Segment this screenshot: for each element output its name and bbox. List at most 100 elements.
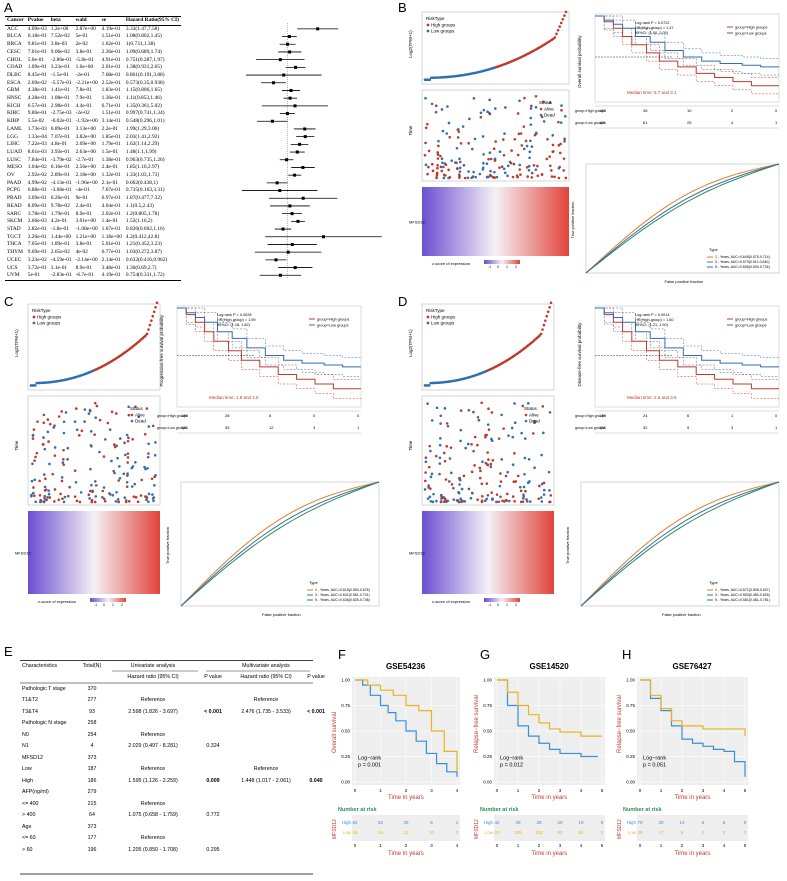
table-cell: 7.07e-01 <box>50 133 70 140</box>
table-cell: 177 <box>87 835 97 842</box>
time-point <box>553 175 556 179</box>
time-point <box>123 441 126 445</box>
table-cell: 2.03(1.41,2.92) <box>125 133 160 140</box>
time-point <box>34 455 37 459</box>
legend-title: Type <box>309 580 318 585</box>
table-row: Characteristics Total(N) Univariate analys… <box>20 660 328 672</box>
table-row: KIRP 5.5e-02 -6.02e-01 -1.92e+00 3.14e-01 0.5… <box>5 118 181 126</box>
time-point <box>466 176 470 180</box>
time-point <box>482 108 486 112</box>
time-point <box>511 463 515 466</box>
hr-point-THCA <box>290 242 294 246</box>
legend-low-marker <box>426 321 430 325</box>
table-cell: 1.99(1.29,3.06) <box>125 125 160 132</box>
time-point <box>459 160 462 164</box>
x-tick-label: 4 <box>456 843 459 848</box>
hr-point-PCPG <box>278 189 282 193</box>
time-point <box>479 115 483 119</box>
time-point <box>68 485 71 489</box>
time-point <box>74 480 78 484</box>
table-row: LGG 1.33e-04 7.07e-01 3.82e+00 1.85e-01 2.03(… <box>5 134 181 142</box>
time-point <box>478 476 482 480</box>
table-cell: 258 <box>87 720 97 727</box>
risk-count: 185 <box>599 120 606 125</box>
chart-title: GSE54236 <box>386 662 426 671</box>
time-point <box>517 132 521 136</box>
time-point <box>490 411 494 414</box>
legend-label: 1 - Years, AUC=0.645(0.575-0.714) <box>715 255 770 259</box>
table-cell: PCPG <box>7 187 21 194</box>
time-point <box>437 139 440 143</box>
time-point <box>143 465 146 469</box>
time-point <box>53 454 57 457</box>
table-cell: 2.18e+00 <box>75 172 96 179</box>
time-point <box>427 465 431 469</box>
time-point <box>459 142 463 145</box>
time-point <box>498 166 501 169</box>
expression-point <box>427 384 431 387</box>
time-point <box>73 495 77 498</box>
colorbar-tick: -1 <box>94 603 97 607</box>
time-point <box>440 497 443 500</box>
expression-point <box>428 78 432 81</box>
time-point <box>147 500 150 504</box>
table-cell: 2.69e+00 <box>75 141 96 148</box>
time-point <box>534 168 538 171</box>
risk-count: 4 <box>702 830 705 835</box>
table-cell: KIRP <box>7 118 20 125</box>
colorbar-tick: -1 <box>488 603 491 607</box>
legend-high-marker <box>32 315 36 319</box>
time-point <box>429 487 432 490</box>
table-cell: 5.6e-01 <box>27 56 45 63</box>
time-point <box>124 499 128 502</box>
table-row: KICH 6.57e-01 2.98e-01 4.4e-01 6.71e-01 1.35(… <box>5 103 181 111</box>
frame <box>27 395 161 506</box>
table-cell: CESC <box>7 48 21 55</box>
table-cell: 1.83e-01 <box>101 87 121 94</box>
table-cell: 1.11(0.853,1.46) <box>125 95 162 102</box>
table-cell: 187 <box>87 766 97 773</box>
risk-count: 0 <box>456 830 459 835</box>
legend-label: 3 - Years, AUC=0.579(0.511-0.640) <box>715 260 770 264</box>
table-cell: 279 <box>87 789 97 796</box>
table-cell: 1.44e+00 <box>50 233 72 240</box>
time-point <box>490 437 493 441</box>
table-row: ESCA 2.69e-02 -5.57e-01 -2.21e+00 2.52e-01 0.… <box>5 80 181 88</box>
table-cell: Reference <box>253 766 279 773</box>
risk-count: 14 <box>679 820 685 825</box>
table-cell: 1.51e-01 <box>101 33 121 40</box>
time-point <box>497 500 501 504</box>
risk-group-label: High <box>484 820 494 825</box>
time-point <box>439 437 442 440</box>
table-cell: PRAD <box>7 195 22 202</box>
time-point <box>482 161 485 165</box>
table-cell: 1.79e-01 <box>50 210 70 217</box>
time-point <box>485 482 489 485</box>
legend-low-label: Low groups <box>431 321 455 326</box>
table-cell: 1.62(1.14,2.29) <box>125 141 160 148</box>
time-point <box>110 410 114 414</box>
time-point <box>466 442 470 446</box>
y-axis-label: Log2(TPM+1) <box>14 329 19 357</box>
time-point <box>548 500 551 504</box>
plot-frame <box>594 305 780 408</box>
time-point <box>557 144 561 147</box>
status-dead-label: Dead <box>544 113 555 118</box>
time-point <box>467 487 471 491</box>
time-point <box>47 492 51 496</box>
time-point <box>529 123 533 126</box>
time-point <box>438 462 442 465</box>
time-point <box>513 500 516 503</box>
hr-point-ESCA <box>272 81 276 85</box>
time-point <box>43 497 46 500</box>
table-cell: 0.662(0.438,1) <box>125 179 158 186</box>
time-point <box>89 467 92 471</box>
time-point <box>498 484 502 488</box>
y-tick-label: 0.50 <box>483 729 492 734</box>
survival-curve-low <box>497 679 602 737</box>
time-point <box>134 496 138 499</box>
table-cell: 6.57e-01 <box>27 102 47 109</box>
time-point <box>525 166 529 169</box>
y-axis-label: Log2(TPM+1) <box>408 329 413 357</box>
status-dead-marker <box>539 113 543 117</box>
